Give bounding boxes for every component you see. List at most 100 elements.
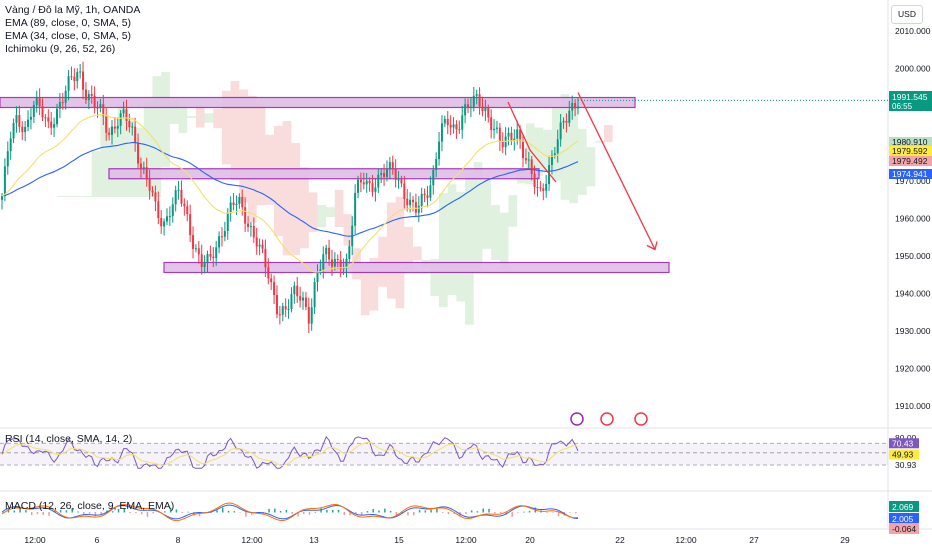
candle-body bbox=[383, 173, 386, 178]
macd-tag-value: 2.005 bbox=[892, 514, 914, 524]
time-axis-label: 12:00 bbox=[675, 535, 697, 545]
candle-body bbox=[18, 115, 21, 127]
ema89-line bbox=[1, 142, 579, 237]
candle-body bbox=[194, 248, 197, 250]
candle-body bbox=[157, 201, 160, 219]
cloud-segment bbox=[282, 121, 292, 256]
price-tick-label: 1930.000 bbox=[895, 326, 931, 336]
candle-body bbox=[168, 216, 171, 218]
candle-body bbox=[345, 258, 348, 268]
macd-hist-bar bbox=[245, 512, 247, 517]
macd-hist-bar bbox=[511, 512, 513, 517]
macd-hist-bar bbox=[441, 512, 444, 513]
candle-body bbox=[420, 193, 423, 206]
macd-hist-bar bbox=[569, 512, 571, 513]
candle-body bbox=[484, 107, 487, 112]
price-tick-label: 2010.000 bbox=[895, 26, 931, 36]
candle-body bbox=[134, 126, 137, 144]
time-axis-label: 29 bbox=[840, 535, 850, 545]
candle-body bbox=[58, 102, 61, 109]
macd-hist-bar bbox=[59, 510, 62, 513]
candle-body bbox=[388, 162, 391, 170]
candle-body bbox=[452, 124, 455, 128]
cloud-segment bbox=[430, 258, 440, 297]
candle-body bbox=[545, 184, 548, 191]
candle-body bbox=[325, 247, 328, 255]
candle-body bbox=[189, 214, 192, 236]
candle-body bbox=[562, 120, 565, 123]
currency-button[interactable]: USD bbox=[891, 5, 923, 24]
rsi-tag-value: 49.93 bbox=[892, 450, 914, 460]
candle-body bbox=[151, 190, 154, 193]
time-axis-label: 15 bbox=[394, 535, 404, 545]
candle-body bbox=[568, 110, 571, 123]
cloud-segment bbox=[604, 125, 613, 143]
cloud-segment bbox=[404, 226, 413, 271]
candle-body bbox=[174, 190, 177, 205]
cloud-segment bbox=[178, 107, 188, 134]
macd-hist-bar bbox=[320, 508, 322, 513]
candle-body bbox=[278, 314, 281, 316]
candle-body bbox=[119, 113, 122, 126]
candle-body bbox=[90, 93, 93, 96]
cloud-segment bbox=[100, 115, 110, 197]
cloud-segment bbox=[230, 81, 240, 180]
candle-body bbox=[565, 120, 568, 123]
candle-body bbox=[299, 296, 302, 301]
candle-body bbox=[475, 94, 478, 96]
cloud-segment bbox=[465, 173, 474, 325]
macd-hist-bar bbox=[88, 512, 91, 514]
candle-body bbox=[519, 129, 522, 142]
macd-hist-bar bbox=[331, 509, 334, 513]
candle-body bbox=[513, 138, 516, 141]
cloud-segment bbox=[195, 106, 205, 128]
candle-body bbox=[507, 132, 510, 137]
macd-hist-bar bbox=[164, 511, 166, 513]
candle-body bbox=[553, 153, 556, 156]
rsi-tick-label: 80.00 bbox=[895, 433, 917, 443]
candle-body bbox=[128, 121, 131, 128]
candle-body bbox=[490, 117, 493, 131]
candle-body bbox=[79, 71, 82, 73]
macd-hist-bar bbox=[19, 508, 21, 513]
candle-body bbox=[469, 106, 472, 108]
candle-body bbox=[139, 163, 142, 169]
cloud-segment bbox=[560, 94, 570, 200]
macd-hist-bar bbox=[297, 512, 299, 517]
candle-body bbox=[241, 196, 244, 208]
cloud-segment bbox=[534, 127, 544, 176]
candle-body bbox=[449, 125, 452, 128]
macd-hist-bar bbox=[499, 512, 502, 513]
macd-hist-bar bbox=[140, 512, 143, 515]
cloud-segment bbox=[74, 196, 83, 197]
cloud-segment bbox=[117, 104, 127, 197]
candle-body bbox=[417, 205, 420, 213]
macd-hist-bar bbox=[135, 512, 137, 514]
candle-body bbox=[24, 126, 27, 133]
candle-body bbox=[267, 267, 270, 279]
candle-body bbox=[12, 122, 15, 139]
candle-body bbox=[15, 115, 18, 123]
macd-hist-bar bbox=[476, 511, 479, 513]
candle-body bbox=[530, 159, 533, 174]
down-trend-line bbox=[507, 101, 557, 183]
zone-group bbox=[0, 96, 670, 274]
macd-hist-bar bbox=[83, 512, 85, 515]
candle-body bbox=[432, 169, 435, 186]
macd-hist-bar bbox=[308, 512, 311, 515]
macd-tag bbox=[889, 523, 919, 534]
candle-body bbox=[467, 104, 470, 108]
cloud-segment bbox=[577, 128, 587, 195]
candle-body bbox=[99, 104, 102, 109]
candle-body bbox=[302, 297, 305, 301]
cloud-segment bbox=[360, 262, 370, 316]
candle-body bbox=[339, 259, 342, 270]
candle-body bbox=[84, 89, 87, 101]
time-axis-label: 12:00 bbox=[24, 535, 46, 545]
price-tag-value: 1974.941 bbox=[892, 169, 928, 179]
candle-body bbox=[41, 106, 44, 118]
candle-body bbox=[183, 203, 186, 207]
main-legend: Vàng / Đô la Mỹ, 1h, OANDA EMA (89, clos… bbox=[5, 4, 140, 56]
candle-body bbox=[527, 159, 530, 161]
